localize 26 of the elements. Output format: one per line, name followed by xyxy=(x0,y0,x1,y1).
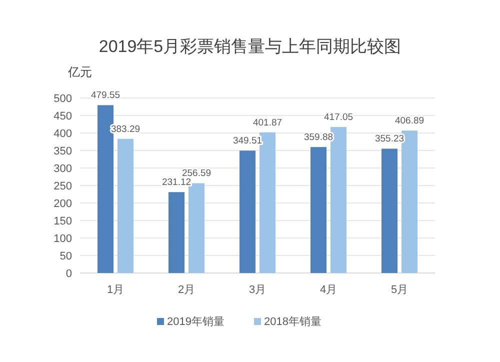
legend-label: 2019年销量 xyxy=(167,316,224,328)
ylabel: 亿元 xyxy=(68,65,92,79)
ytick: 400 xyxy=(54,128,72,140)
xtick: 2月 xyxy=(178,284,196,296)
ytick: 150 xyxy=(54,216,72,228)
ytick: 50 xyxy=(60,250,72,262)
xtick: 5月 xyxy=(390,284,408,296)
xtick: 4月 xyxy=(320,284,338,296)
ytick: 0 xyxy=(66,268,72,280)
data-label: 479.55 xyxy=(90,90,120,102)
data-label: 256.59 xyxy=(182,168,212,180)
ytick: 200 xyxy=(54,198,72,210)
xtick: 1月 xyxy=(106,284,124,296)
ytick: 450 xyxy=(54,110,72,122)
ytick: 350 xyxy=(54,146,72,158)
ytick: 500 xyxy=(54,93,72,105)
ytick: 300 xyxy=(54,163,72,175)
data-label: 417.05 xyxy=(324,112,354,124)
ytick: 100 xyxy=(54,233,72,245)
ytick: 250 xyxy=(54,180,72,192)
data-label: 231.12 xyxy=(162,177,192,188)
data-label: 406.89 xyxy=(394,116,424,127)
legend-label: 2018年销量 xyxy=(264,316,322,328)
xtick: 3月 xyxy=(248,284,266,296)
title: 2019年5月彩票销售量与上年同期比较图 xyxy=(98,37,402,56)
data-label: 401.87 xyxy=(252,117,282,128)
